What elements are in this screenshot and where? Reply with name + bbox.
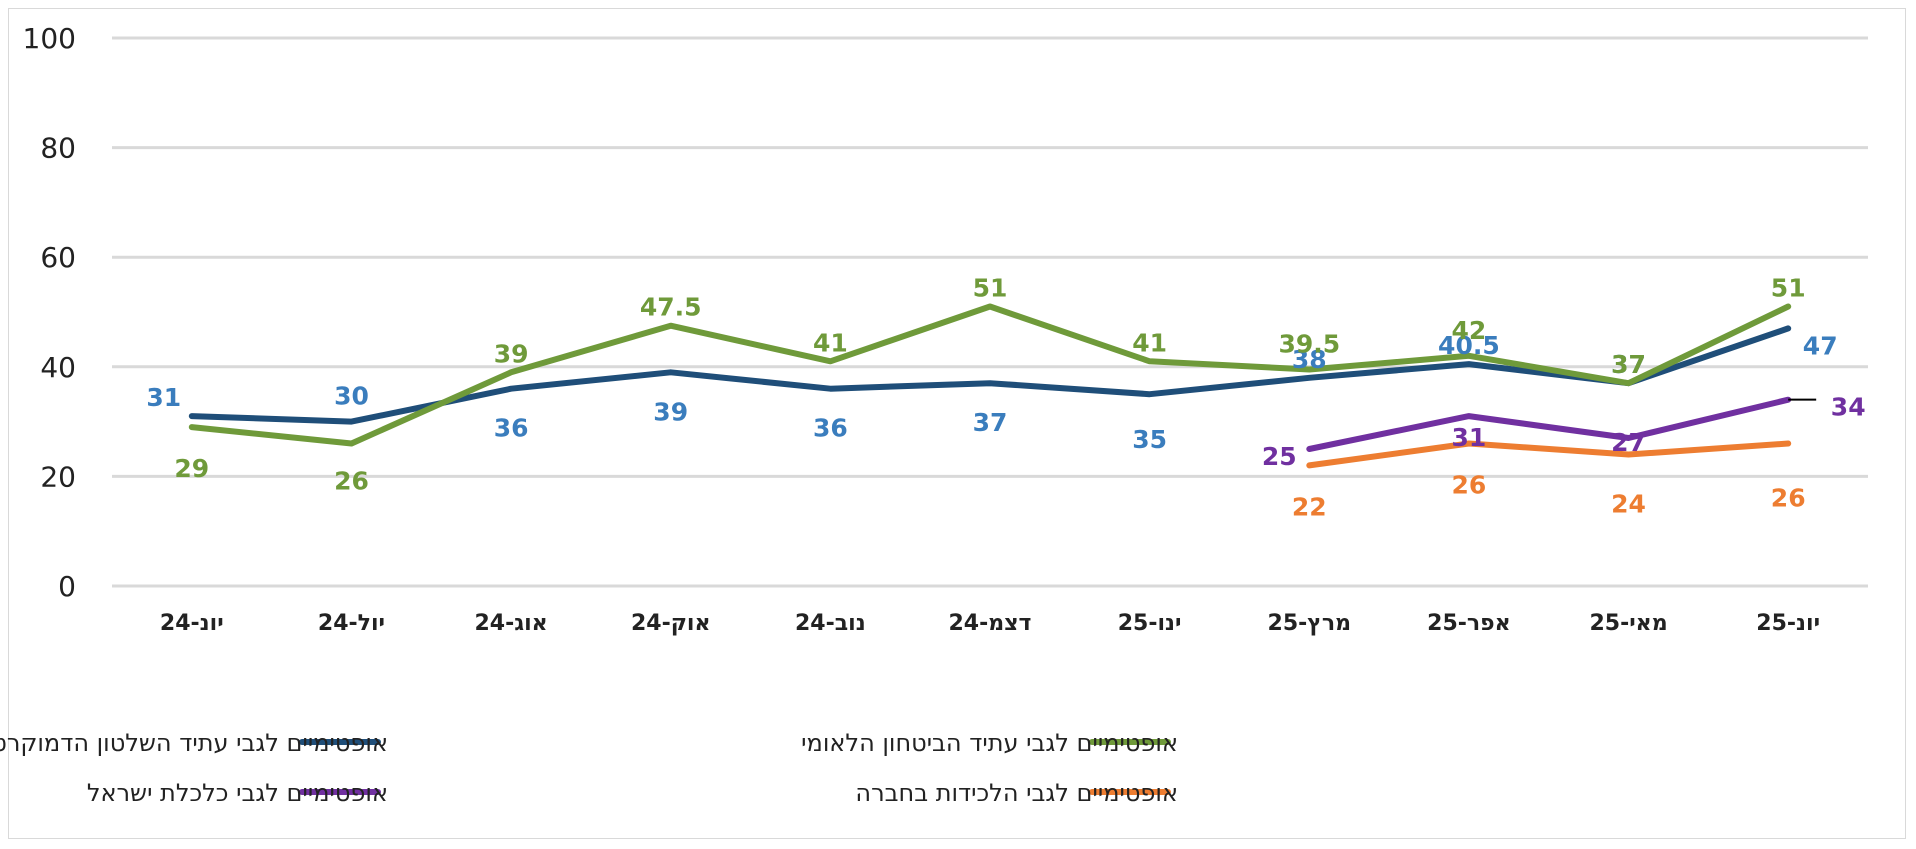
x-tick-label: ינו-25 — [1118, 611, 1182, 636]
data-label: 29 — [174, 454, 209, 483]
x-tick-label: יונ-25 — [1756, 611, 1820, 636]
data-label: 37 — [1611, 350, 1646, 379]
x-tick-label: יול-24 — [318, 611, 385, 636]
data-label: 47.5 — [640, 293, 702, 322]
data-label: 26 — [1771, 484, 1806, 513]
data-label: 42 — [1452, 316, 1487, 345]
data-label: 25 — [1262, 442, 1297, 471]
x-tick-label: אוג-24 — [475, 611, 548, 636]
data-label: 24 — [1611, 490, 1646, 519]
data-label: 37 — [973, 408, 1008, 437]
legend-label: אופטימיים לגבי כלכלת ישראל — [87, 779, 388, 807]
series-line — [188, 303, 1792, 447]
series-line — [188, 325, 1792, 425]
x-tick-label: מאי-25 — [1589, 611, 1667, 636]
data-label: 41 — [1132, 328, 1167, 357]
data-label: 26 — [1452, 471, 1487, 500]
data-label: 41 — [813, 328, 848, 357]
data-label: 51 — [973, 274, 1008, 303]
series-line — [1306, 396, 1792, 452]
data-label: 51 — [1771, 274, 1806, 303]
data-label: 36 — [494, 414, 529, 443]
data-label: 47 — [1803, 331, 1838, 360]
data-label: 34 — [1831, 393, 1866, 422]
y-tick-label: 80 — [40, 132, 76, 165]
legend-label: אופטימיים לגבי הלכידות בחברה — [855, 779, 1178, 807]
y-tick-label: 60 — [40, 241, 76, 274]
series-line — [1306, 440, 1792, 469]
x-tick-label: מרץ-25 — [1268, 611, 1351, 636]
data-label: 26 — [334, 467, 369, 496]
data-label: 37 — [1611, 350, 1646, 379]
data-label: 38 — [1292, 345, 1327, 374]
data-label: 31 — [1452, 423, 1487, 452]
data-label: 39 — [494, 339, 529, 368]
x-tick-label: דצמ-24 — [949, 611, 1032, 636]
y-tick-label: 0 — [58, 570, 76, 603]
data-label: 36 — [813, 414, 848, 443]
data-label: 39 — [653, 397, 688, 426]
data-label: 40.5 — [1438, 331, 1500, 360]
data-label: 27 — [1611, 428, 1646, 457]
y-tick-label: 40 — [40, 351, 76, 384]
legend-label: אופטימיים לגבי עתיד הביטחון הלאומי — [801, 729, 1178, 757]
data-label: 22 — [1292, 492, 1327, 521]
y-tick-label: 20 — [40, 460, 76, 493]
data-label: 39.5 — [1278, 330, 1340, 359]
data-label: 35 — [1132, 425, 1167, 454]
x-tick-label: נוב-24 — [795, 611, 866, 636]
data-label: 31 — [146, 383, 181, 412]
x-tick-label: אפר-25 — [1427, 611, 1511, 636]
x-tick-label: אוק-24 — [631, 611, 711, 636]
x-tick-label: יונ-24 — [160, 611, 224, 636]
data-label: 30 — [334, 382, 369, 411]
legend-label: אופטימיים לגבי עתיד השלטון הדמוקרטי — [0, 729, 388, 757]
y-tick-label: 100 — [23, 22, 76, 55]
